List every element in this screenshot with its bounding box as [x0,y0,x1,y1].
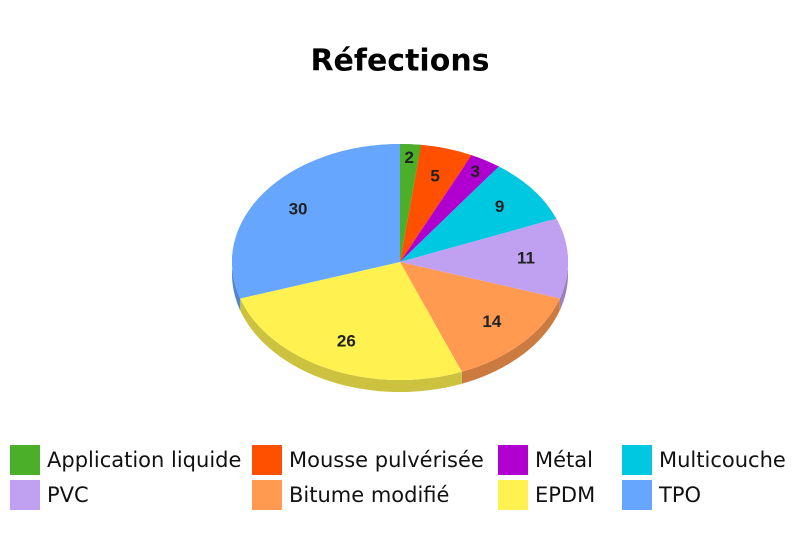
slice [400,262,560,372]
value-label: 26 [337,332,356,351]
legend-label: Application liquide [47,448,241,472]
legend-label: Mousse pulvérisée [289,448,484,472]
legend-swatch [622,445,652,475]
value-label: 9 [495,197,504,216]
legend-label: EPDM [535,483,595,507]
value-label: 3 [471,162,480,181]
slice-side [240,298,462,392]
chart-title: Réfections [310,44,489,79]
value-label: 14 [482,312,501,331]
legend-label: Bitume modifié [289,483,449,507]
value-label: 30 [289,199,308,218]
slice [400,144,472,262]
slice [400,166,557,262]
value-label: 11 [517,249,535,268]
legend-swatch [252,445,282,475]
legend-swatch [498,445,528,475]
legend-swatch [622,480,652,510]
legend-label: TPO [658,483,701,507]
legend-label: Métal [535,448,593,472]
slice [400,144,422,262]
slice [231,144,401,299]
value-label: 5 [430,166,439,185]
slice [400,218,568,299]
legend-swatch [10,480,40,510]
slice [400,155,499,262]
legend-swatch [10,445,40,475]
value-label: 2 [405,148,414,167]
legend-swatch [252,480,282,510]
slice [240,262,462,380]
legend-swatch [498,480,528,510]
slice-side [461,298,560,384]
legend-label: PVC [47,483,89,507]
legend-label: Multicouche [659,448,786,472]
